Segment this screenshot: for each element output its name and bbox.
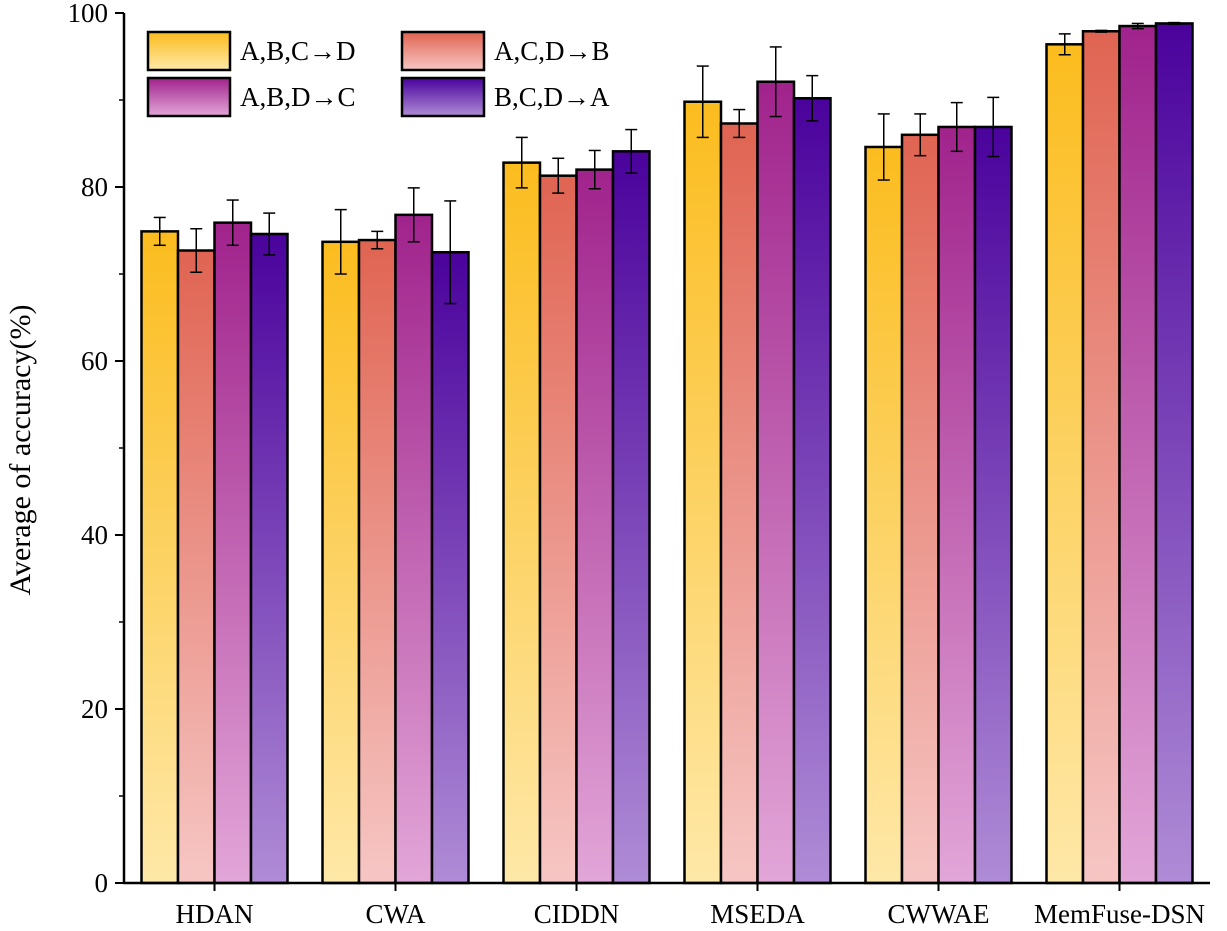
error-bar <box>153 216 166 247</box>
error-bar <box>263 212 276 256</box>
bar-hdan-series-4 <box>249 232 289 885</box>
y-tick-label: 20 <box>81 694 108 724</box>
error-bar <box>226 199 239 247</box>
x-tick-label: CIDDN <box>534 899 620 929</box>
bar-hdan-series-3 <box>213 221 253 885</box>
error-bar <box>696 65 709 139</box>
error-bar <box>588 149 601 190</box>
axes: 0 20 40 60 80 100 HDAN CWA CIDDN MSEDA CWWAE MemFus… <box>68 0 1210 929</box>
legend: A,B,C→D A,C,D→B A,B,D→C B,C,D→A <box>146 30 610 118</box>
bar-cwwae-series-3 <box>937 125 977 885</box>
y-tick-label: 0 <box>95 868 109 898</box>
bar-ciddn-series-1 <box>502 161 542 885</box>
legend-item: A,B,D→C <box>146 76 356 118</box>
legend-item: A,B,C→D <box>146 30 356 72</box>
error-bars-layer <box>153 21 1181 305</box>
x-tick-label: CWA <box>366 899 427 929</box>
legend-item: A,C,D→B <box>400 30 610 72</box>
bars-layer <box>140 22 1194 885</box>
x-tick-label: CWWAE <box>888 899 990 929</box>
bar-cwwae-series-2 <box>900 133 940 885</box>
bar-cwwae-series-4 <box>973 125 1013 885</box>
bar-mseda-series-1 <box>683 100 723 885</box>
bar-cwwae-series-1 <box>864 145 904 885</box>
legend-swatch <box>146 76 232 118</box>
error-bar <box>914 113 927 157</box>
error-bar <box>407 187 420 243</box>
legend-swatch <box>400 30 486 72</box>
error-bar <box>950 101 963 153</box>
error-bar <box>371 230 384 250</box>
error-bar <box>806 74 819 122</box>
error-bar <box>552 157 565 194</box>
legend-label: B,C,D→A <box>494 82 610 112</box>
error-bar <box>733 108 746 139</box>
y-tick-label: 60 <box>81 346 108 376</box>
error-bar <box>1131 22 1144 30</box>
error-bar <box>987 96 1000 158</box>
legend-label: A,B,D→C <box>240 82 356 112</box>
bar-ciddn-series-2 <box>538 174 578 885</box>
legend-label: A,C,D→B <box>494 36 610 66</box>
bar-ciddn-series-4 <box>611 150 651 885</box>
bar-mseda-series-2 <box>719 122 759 885</box>
bar-cwa-series-2 <box>357 238 397 885</box>
error-bar <box>515 136 528 189</box>
bar-mseda-series-4 <box>792 97 832 885</box>
bar-mseda-series-3 <box>756 80 796 885</box>
x-tick-label: MemFuse-DSN <box>1034 899 1205 929</box>
y-tick-label: 100 <box>68 0 109 28</box>
error-bar <box>1058 33 1071 56</box>
x-tick-label: MSEDA <box>710 899 805 929</box>
error-bar <box>334 208 347 275</box>
bar-cwa-series-4 <box>430 251 470 885</box>
legend-item: B,C,D→A <box>400 76 610 118</box>
y-tick-label: 40 <box>81 520 108 550</box>
bar-hdan-series-1 <box>140 230 180 885</box>
y-tick-label: 80 <box>81 172 108 202</box>
bar-cwa-series-3 <box>394 213 434 885</box>
error-bar <box>769 46 782 118</box>
bar-memfuse-dsn-series-1 <box>1045 43 1085 885</box>
legend-swatch <box>400 76 486 118</box>
error-bar <box>625 128 638 174</box>
legend-label: A,B,C→D <box>240 36 356 66</box>
legend-swatch <box>146 30 232 72</box>
error-bar <box>1095 29 1108 33</box>
bar-ciddn-series-3 <box>575 168 615 885</box>
error-bar <box>877 113 890 181</box>
bar-memfuse-dsn-series-3 <box>1118 24 1158 885</box>
x-tick-label: HDAN <box>176 899 254 929</box>
bar-hdan-series-2 <box>176 249 216 885</box>
error-bar <box>444 200 457 305</box>
error-bar <box>1168 21 1181 26</box>
error-bar <box>190 228 203 274</box>
y-axis-title: Average of accuracy(%) <box>4 305 37 596</box>
bar-cwa-series-1 <box>321 240 361 885</box>
bar-memfuse-dsn-series-2 <box>1081 30 1121 885</box>
bar-memfuse-dsn-series-4 <box>1154 22 1194 885</box>
